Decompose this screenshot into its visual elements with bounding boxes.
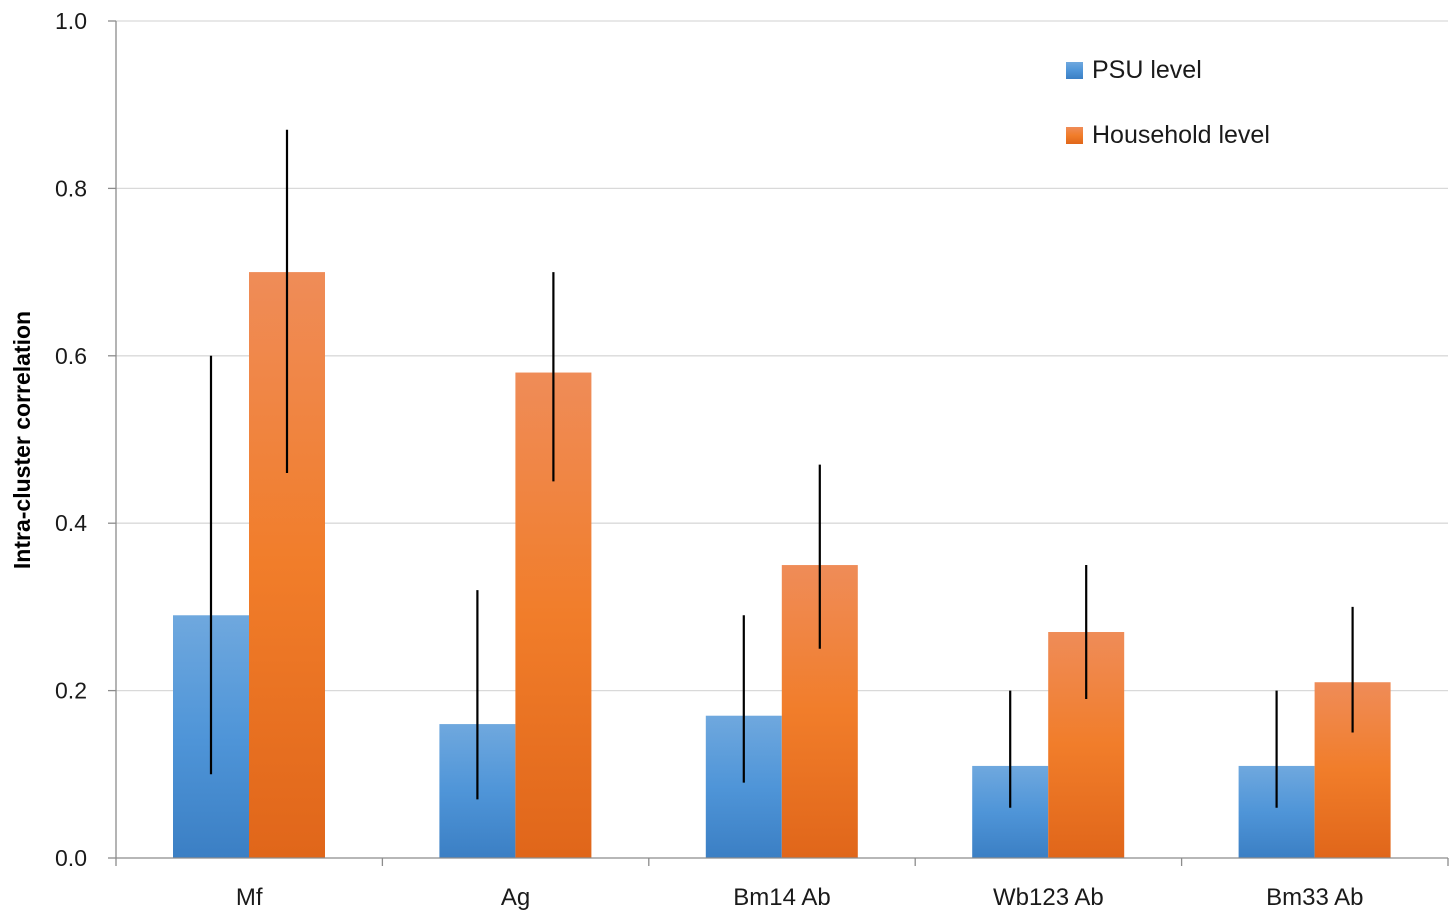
y-tick-label: 0.0 [55, 845, 87, 871]
x-category-label: Bm14 Ab [733, 884, 830, 911]
legend-label-household: Household level [1092, 121, 1270, 149]
legend-label-psu: PSU level [1092, 56, 1202, 84]
y-tick-label: 0.6 [55, 343, 87, 369]
legend: PSU level Household level [1066, 56, 1270, 149]
bars [173, 272, 1391, 859]
axis-labels: 0.0 0.2 0.4 0.6 0.8 1.0 Mf Ag Bm14 Ab Wb123 Ab Bm3… [55, 8, 1363, 911]
y-tick-label: 0.2 [55, 678, 87, 704]
legend-swatch-psu [1066, 62, 1083, 79]
y-tick-label: 0.8 [55, 175, 87, 201]
x-category-label: Mf [236, 884, 263, 911]
y-tick-label: 0.4 [55, 510, 87, 536]
x-category-label: Ag [501, 884, 530, 911]
axes [108, 20, 1449, 866]
y-axis-title: Intra-cluster correlation [9, 311, 35, 569]
gridlines [116, 20, 1448, 692]
y-tick-label: 1.0 [55, 8, 87, 34]
x-category-label: Bm33 Ab [1266, 884, 1363, 911]
error-bars [209, 129, 1354, 808]
x-category-label: Wb123 Ab [993, 884, 1104, 911]
legend-swatch-household [1066, 127, 1083, 144]
